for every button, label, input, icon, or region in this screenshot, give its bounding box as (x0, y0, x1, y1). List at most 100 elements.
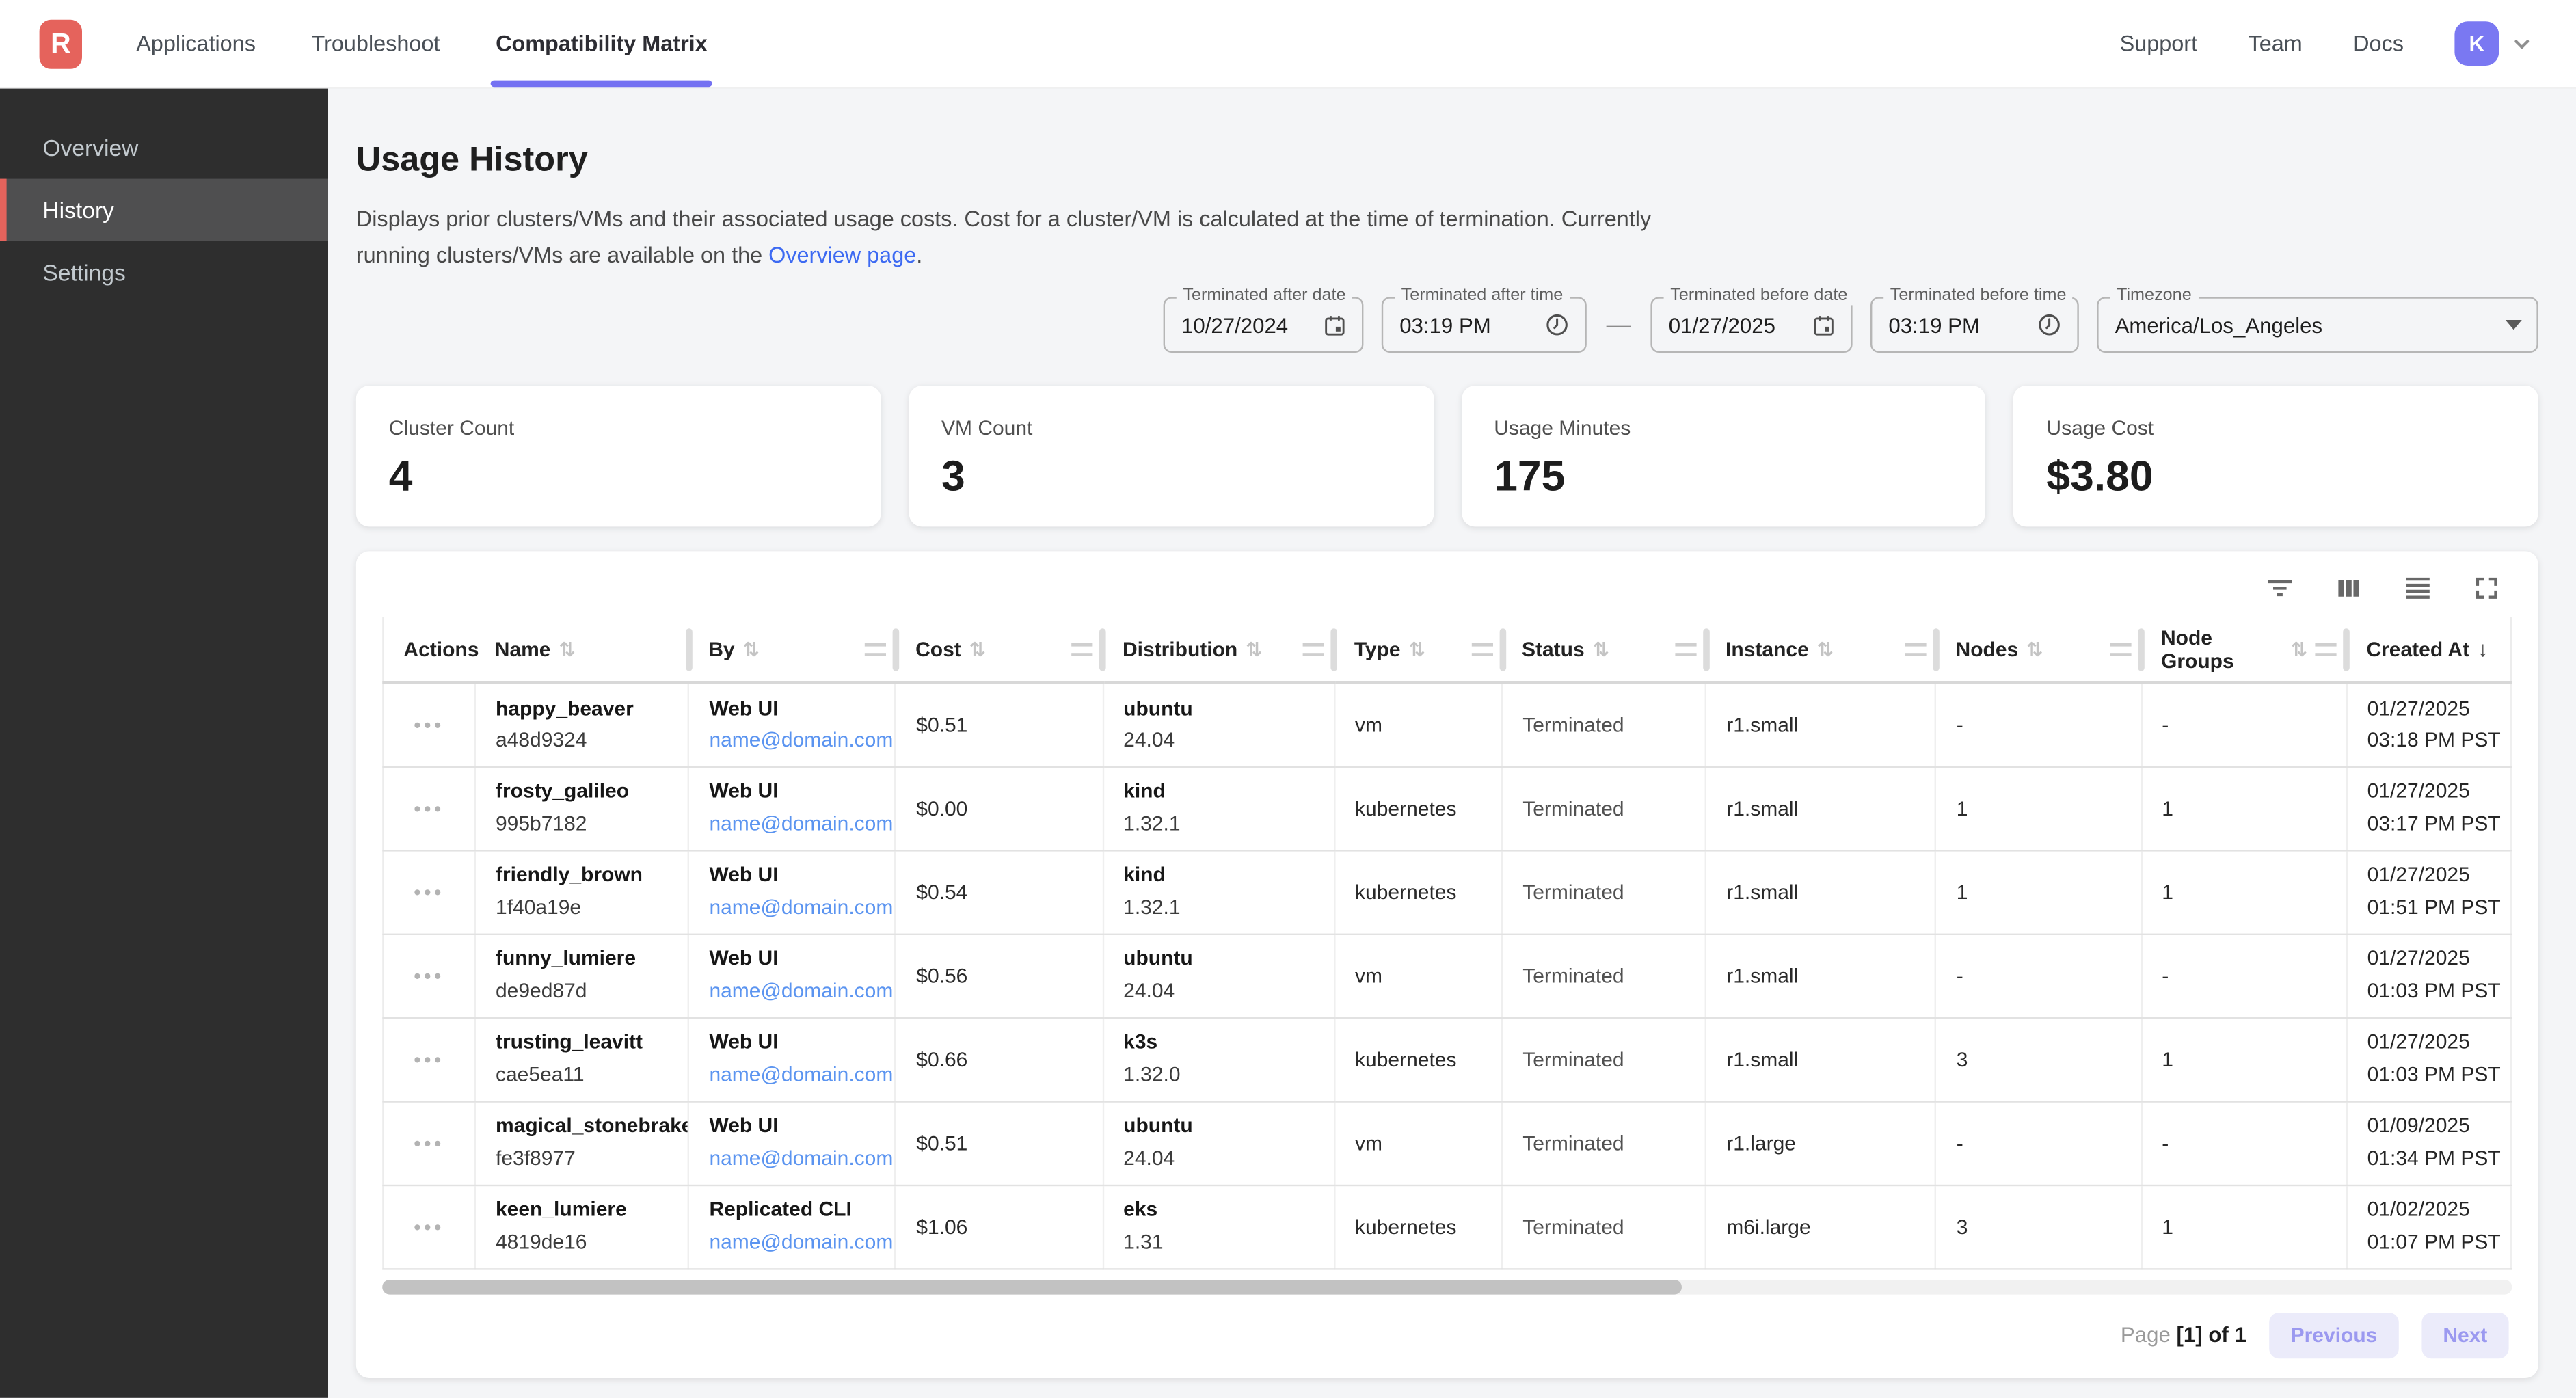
cell-instance: r1.large (1706, 1101, 1937, 1186)
account-menu[interactable]: K (2454, 21, 2533, 66)
sort-icon[interactable]: ⇅ (1246, 637, 1263, 661)
sort-icon[interactable]: ⇅ (1592, 637, 1609, 661)
row-actions-button[interactable]: ••• (414, 1131, 445, 1155)
filter-icon[interactable] (2263, 572, 2296, 604)
sort-desc-icon[interactable]: ↓ (2478, 636, 2488, 662)
calendar-icon[interactable] (1812, 313, 1836, 338)
sort-icon[interactable]: ⇅ (559, 637, 576, 661)
column-header-instance[interactable]: Instance ⇅ (1706, 617, 1936, 685)
page-indicator: Page [1] of 1 (2121, 1323, 2246, 1347)
stat-card-vm-count: VM Count 3 (909, 386, 1434, 527)
column-header-nodes[interactable]: Nodes ⇅ (1935, 617, 2142, 685)
field-value[interactable]: 03:19 PM (1888, 312, 1980, 338)
cell-by: Replicated CLI name@domain.com (688, 1185, 897, 1269)
previous-page-button[interactable]: Previous (2269, 1312, 2399, 1358)
field-value[interactable]: America/Los_Angeles (2115, 312, 2323, 338)
column-header-distribution[interactable]: Distribution ⇅ (1103, 617, 1335, 685)
cell-distribution: kind 1.32.1 (1103, 850, 1336, 935)
chevron-down-icon[interactable] (2510, 32, 2534, 55)
stat-card-usage-cost: Usage Cost $3.80 (2013, 386, 2538, 527)
sidebar-item-overview[interactable]: Overview (42, 134, 139, 161)
column-label: Cost (915, 637, 961, 661)
nav-tab-applications[interactable]: Applications (136, 31, 256, 56)
user-email-link[interactable]: name@domain.com (709, 728, 894, 752)
row-actions-button[interactable]: ••• (414, 1047, 445, 1071)
terminated-before-date-field[interactable]: Terminated before date 01/27/2025 (1650, 286, 1854, 353)
nav-link-docs[interactable]: Docs (2353, 31, 2404, 56)
column-drag-handle-icon[interactable] (1303, 643, 1325, 656)
nav-tab-compatibility-matrix[interactable]: Compatibility Matrix (490, 0, 712, 88)
fullscreen-icon[interactable] (2469, 572, 2502, 604)
dropdown-arrow-icon[interactable] (2505, 320, 2522, 330)
user-email-link[interactable]: name@domain.com (709, 1062, 894, 1086)
cell-by: Web UI name@domain.com (688, 682, 897, 768)
field-value[interactable]: 10/27/2024 (1181, 312, 1289, 338)
row-actions-button[interactable]: ••• (414, 713, 445, 737)
column-drag-handle-icon[interactable] (2110, 643, 2132, 656)
column-header-created-at[interactable]: Created At ↓ (2346, 617, 2512, 685)
field-value[interactable]: 03:19 PM (1399, 312, 1491, 338)
filter-range-separator: — (1606, 311, 1631, 340)
column-drag-handle-icon[interactable] (1471, 643, 1492, 656)
next-page-button[interactable]: Next (2421, 1312, 2509, 1358)
nav-right: Support Team Docs K (2120, 21, 2534, 66)
nav-link-team[interactable]: Team (2248, 31, 2303, 56)
sort-icon[interactable]: ⇅ (1816, 637, 1834, 661)
column-header-by[interactable]: By ⇅ (688, 617, 896, 685)
column-header-node-groups[interactable]: Node Groups ⇅ (2141, 617, 2347, 685)
cell-node-groups: - (2141, 682, 2348, 768)
sort-icon[interactable]: ⇅ (742, 637, 760, 661)
terminated-before-time-field[interactable]: Terminated before time 03:19 PM (1870, 286, 2079, 353)
clock-icon[interactable] (1544, 312, 1570, 338)
column-header-cost[interactable]: Cost ⇅ (896, 617, 1103, 685)
column-header-name[interactable]: Name ⇅ (474, 617, 689, 685)
overview-page-link[interactable]: Overview page (768, 242, 917, 267)
column-drag-handle-icon[interactable] (1674, 643, 1696, 656)
cell-by: Web UI name@domain.com (688, 1101, 897, 1186)
user-email-link[interactable]: name@domain.com (709, 811, 894, 835)
cell-cost: $0.54 (896, 850, 1104, 935)
cell-type: kubernetes (1334, 1017, 1503, 1103)
user-email-link[interactable]: name@domain.com (709, 979, 894, 1002)
sort-icon[interactable]: ⇅ (1408, 637, 1425, 661)
row-actions-button[interactable]: ••• (414, 1215, 445, 1239)
row-actions-button[interactable]: ••• (414, 881, 445, 904)
user-email-link[interactable]: name@domain.com (709, 1230, 894, 1253)
column-drag-handle-icon[interactable] (1905, 643, 1927, 656)
nav-link-support[interactable]: Support (2119, 31, 2198, 56)
table-row: ••• magical_stonebraker fe3f8977 Web UI name… (383, 1101, 2512, 1186)
cell-nodes: - (1935, 682, 2143, 768)
column-header-status[interactable]: Status ⇅ (1502, 617, 1706, 685)
nav-tab-troubleshoot[interactable]: Troubleshoot (311, 31, 440, 56)
replicated-logo-icon[interactable]: R (39, 18, 83, 68)
column-label: Instance (1726, 637, 1809, 661)
calendar-icon[interactable] (1322, 313, 1347, 338)
column-drag-handle-icon[interactable] (1071, 643, 1093, 656)
user-email-link[interactable]: name@domain.com (709, 895, 894, 919)
clock-icon[interactable] (2036, 312, 2062, 338)
scrollbar-thumb[interactable] (382, 1279, 1682, 1294)
column-drag-handle-icon[interactable] (2316, 643, 2337, 656)
sidebar-item-settings[interactable]: Settings (42, 259, 126, 286)
horizontal-scrollbar[interactable] (382, 1279, 2512, 1294)
density-icon[interactable] (2400, 572, 2433, 604)
sort-icon[interactable]: ⇅ (2026, 637, 2043, 661)
column-label: Name (494, 637, 551, 661)
cell-type: kubernetes (1334, 766, 1503, 851)
row-actions-button[interactable]: ••• (414, 964, 445, 988)
terminated-after-time-field[interactable]: Terminated after time 03:19 PM (1381, 286, 1587, 353)
timezone-select[interactable]: Timezone America/Los_Angeles (2097, 286, 2538, 353)
column-header-type[interactable]: Type ⇅ (1334, 617, 1503, 685)
sort-icon[interactable]: ⇅ (969, 637, 986, 661)
field-value[interactable]: 01/27/2025 (1668, 312, 1775, 338)
row-actions-button[interactable]: ••• (414, 796, 445, 820)
user-email-link[interactable]: name@domain.com (709, 1146, 894, 1170)
columns-icon[interactable] (2331, 572, 2364, 604)
sidebar-item-history[interactable]: History (0, 178, 329, 241)
sort-icon[interactable]: ⇅ (2290, 637, 2308, 661)
terminated-after-date-field[interactable]: Terminated after date 10/27/2024 (1163, 286, 1364, 353)
avatar[interactable]: K (2454, 21, 2499, 66)
cell-created-at: 01/09/2025 01:34 PM PST (2346, 1101, 2512, 1186)
cell-status: Terminated (1502, 1185, 1707, 1269)
column-drag-handle-icon[interactable] (864, 643, 886, 656)
